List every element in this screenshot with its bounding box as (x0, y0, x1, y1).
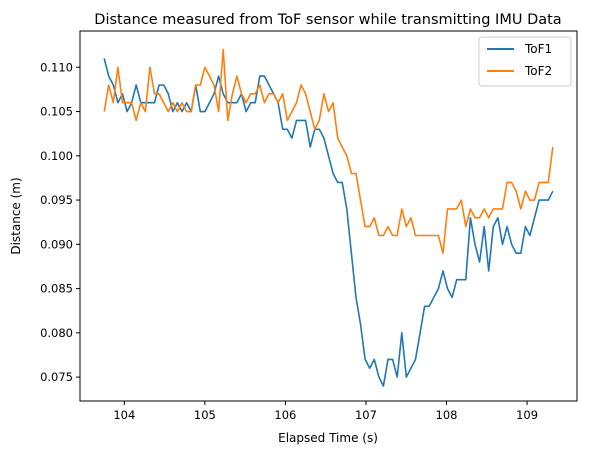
y-tick-label: 0.085 (40, 282, 73, 296)
y-tick-label: 0.090 (40, 237, 73, 251)
x-tick-label: 104 (113, 408, 135, 422)
x-tick-label: 108 (436, 408, 458, 422)
legend: ToF1 ToF2 (478, 36, 572, 87)
legend-label-tof2: ToF2 (524, 64, 552, 78)
legend-label-tof1: ToF1 (524, 42, 552, 56)
x-tick-label: 105 (194, 408, 216, 422)
chart-title: Distance measured from ToF sensor while … (94, 12, 561, 28)
y-tick-label: 0.075 (40, 370, 73, 384)
series-line-tof1 (103, 58, 554, 387)
y-tick-label: 0.080 (40, 326, 73, 340)
y-axis-label: Distance (m) (9, 177, 23, 254)
x-tick-label: 107 (355, 408, 377, 422)
y-tick-label: 0.095 (40, 193, 73, 207)
x-axis-label: Elapsed Time (s) (278, 431, 378, 445)
y-tick-label: 0.110 (40, 60, 73, 74)
y-tick-label: 0.105 (40, 105, 73, 119)
plot-frame (79, 30, 578, 402)
x-tick-label: 106 (274, 408, 296, 422)
y-tick-label: 0.100 (40, 149, 73, 163)
x-tick-label: 109 (516, 408, 538, 422)
series-line-tof2 (103, 48, 554, 254)
